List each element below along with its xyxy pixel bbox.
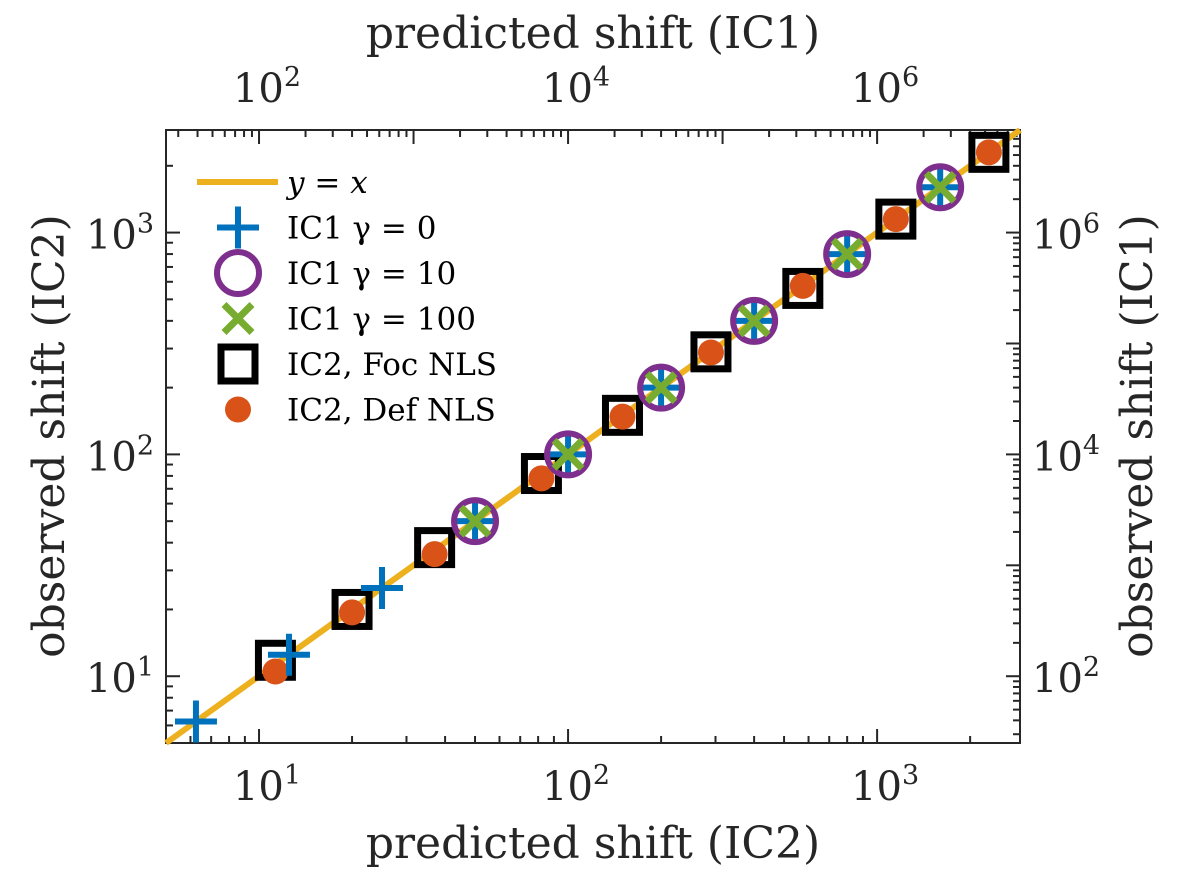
y-tick-label: 103 [86,209,154,259]
tick-label-exponent: 4 [593,62,610,93]
cross-b [458,504,492,538]
marker-circle [916,163,965,212]
marker-circle [451,497,500,546]
marker-square [331,588,373,630]
x2-tick-label: 104 [542,62,610,112]
tick-label-base: 10 [851,66,902,112]
marker-circle [730,296,779,345]
legend-swatch-square [217,343,259,385]
data-marks [164,127,1022,746]
legend-label: IC1 γ = 0 [287,211,436,247]
tick-label-exponent: 1 [284,760,301,791]
marker-plus [361,566,404,609]
tick-label-base: 10 [1032,213,1083,259]
marker-circle [544,430,593,479]
tick-label-exponent: 3 [902,760,919,791]
legend-swatch-circle [214,249,262,297]
cross-b [830,237,864,271]
cross-b [737,304,771,338]
legend-swatch-dot [225,396,251,423]
marker-dot [609,403,636,430]
marker-cross [458,504,492,538]
tick-label-base: 10 [86,434,137,480]
tick-label-base: 10 [86,213,137,259]
marker-square [968,131,1010,173]
cross-b [221,302,255,335]
legend-label: IC1 γ = 10 [287,256,456,292]
marker-plus [174,700,217,743]
tick-label-base: 10 [542,66,593,112]
tick-label-exponent: 2 [284,62,301,93]
legend-label: IC2, Def NLS [287,393,496,429]
tick-label-exponent: 6 [902,62,919,93]
y-tick-label: 101 [86,652,154,702]
tick-label-base: 10 [1032,656,1083,702]
marker-circle [823,230,872,279]
marker-dot [339,599,366,626]
tick-label-base: 10 [542,764,593,810]
legend-label: IC2, Foc NLS [287,347,497,383]
x-tick-label: 103 [851,760,919,810]
marker-cross [551,437,585,471]
x-axis-label: predicted shift (IC2) [366,818,820,869]
y-tick-label: 102 [86,430,154,480]
tick-label-exponent: 4 [1083,430,1100,461]
cross-b [923,170,957,204]
cross-b [644,371,678,405]
marker-dot [262,658,289,685]
marker-square [601,394,643,436]
legend-swatch-plus [217,206,259,249]
legend-label: y = x [285,165,368,201]
x-tick-label: 102 [542,760,610,810]
marker-plus [267,633,310,676]
x2-tick-label: 106 [851,62,919,112]
legend-label: IC1 γ = 100 [287,302,476,338]
y2-tick-label: 102 [1032,652,1100,702]
tick-label-base: 10 [233,66,284,112]
marker-square [875,198,917,240]
tick-label-base: 10 [233,764,284,810]
tick-label-base: 10 [851,764,902,810]
tick-label-exponent: 2 [137,430,154,461]
tick-label-exponent: 2 [593,760,610,791]
marker-circle [637,363,686,412]
x2-tick-label: 102 [233,62,301,112]
legend: y = x IC1 γ = 0 IC1 γ = 10 IC1 γ = 100 IC2, … [197,165,497,429]
tick-label-base: 10 [86,656,137,702]
legend-swatch-cross [221,302,255,335]
marker-dot [789,272,816,299]
tick-label-exponent: 1 [137,652,154,683]
y2-axis-label: observed shift (IC1) [1112,214,1163,658]
marker-dot [697,339,724,366]
marker-cross [644,371,678,405]
marker-cross [923,170,957,204]
y-axis-label: observed shift (IC2) [24,214,75,658]
marker-dot [421,541,448,568]
tick-label-exponent: 2 [1083,652,1100,683]
marker-square [690,331,732,373]
cross-b [551,437,585,471]
marker-dot [528,465,555,492]
marker-square [782,267,824,309]
y2-tick-label: 104 [1032,430,1100,480]
marker-dot [882,206,909,233]
tick-label-exponent: 3 [137,209,154,240]
x-tick-label: 101 [233,760,301,810]
marker-dot [975,139,1002,166]
tick-label-exponent: 6 [1083,209,1100,240]
marker-cross [830,237,864,271]
x2-axis-label: predicted shift (IC1) [366,8,820,59]
y2-tick-label: 106 [1032,209,1100,259]
marker-cross [737,304,771,338]
tick-label-base: 10 [1032,434,1083,480]
